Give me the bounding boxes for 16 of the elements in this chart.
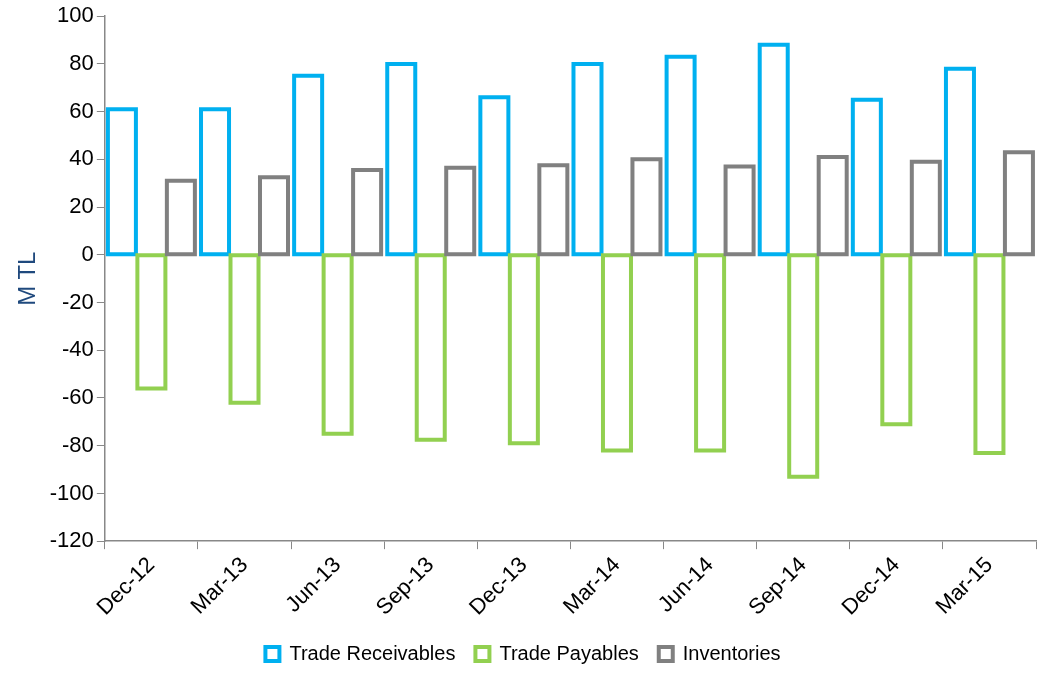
y-tick-label: 80 — [69, 49, 94, 75]
y-tick-label: 60 — [69, 97, 94, 123]
y-tick-label: -120 — [49, 527, 94, 553]
legend-label: Trade Receivables — [289, 641, 456, 664]
y-tick-label: -40 — [62, 336, 94, 362]
y-tick-label: 20 — [69, 193, 94, 219]
y-tick-label: 40 — [69, 145, 94, 171]
y-axis-title: M TL — [13, 251, 41, 306]
y-tick-label: -80 — [62, 431, 94, 457]
y-tick-label: -100 — [49, 479, 94, 505]
y-tick-label: 100 — [57, 2, 94, 28]
legend-label: Inventories — [682, 641, 781, 664]
y-tick-label: 0 — [81, 240, 94, 266]
y-tick-label: -60 — [62, 384, 94, 410]
y-tick-label: -20 — [62, 288, 94, 314]
legend-label: Trade Payables — [499, 641, 639, 664]
